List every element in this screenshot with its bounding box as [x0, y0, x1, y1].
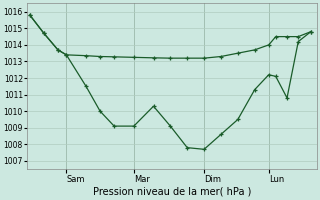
X-axis label: Pression niveau de la mer( hPa ): Pression niveau de la mer( hPa )	[92, 187, 251, 197]
